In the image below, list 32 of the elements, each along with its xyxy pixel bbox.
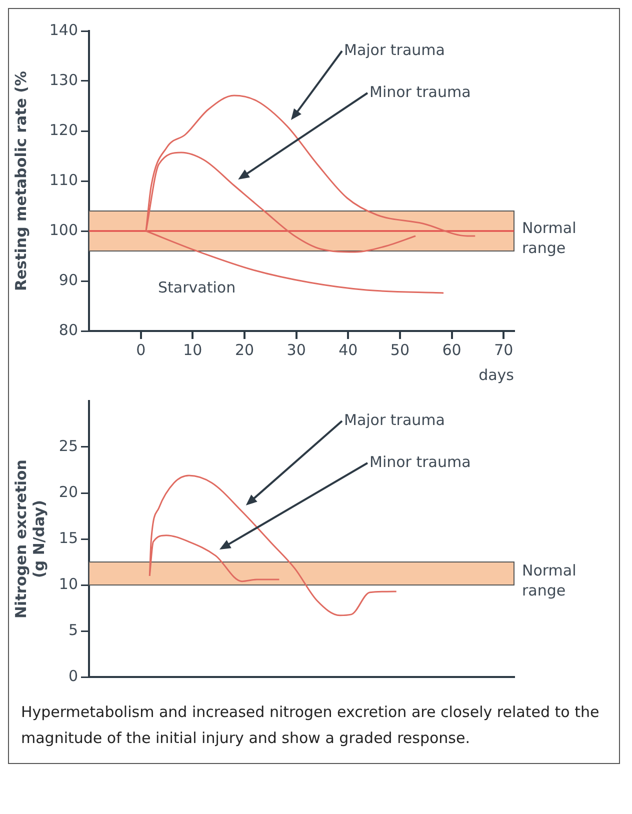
y-tick-label: 80	[58, 320, 78, 339]
x-tick-label: 0	[136, 340, 146, 359]
x-tick-label: 50	[390, 340, 410, 359]
text: Major trauma	[344, 410, 445, 429]
y-tick-label: 15	[58, 528, 78, 547]
y-tick-label: 110	[49, 170, 78, 189]
y-tick-label: 10	[58, 574, 78, 593]
x-tick-label: 70	[494, 340, 514, 359]
x-tick-label: 20	[234, 340, 254, 359]
y-tick-label: 5	[68, 620, 78, 639]
y-tick-label: 90	[58, 270, 78, 289]
text: Major trauma	[344, 40, 445, 59]
y-tick-label: 100	[49, 220, 78, 239]
y-tick-label: 120	[49, 120, 78, 139]
text: Minor trauma	[370, 452, 471, 471]
series-label: Starvation	[158, 278, 236, 296]
y-axis-title: Nitrogen excretion (g N/day)	[12, 460, 48, 618]
y-axis-title: Resting metabolic rate (%	[12, 70, 30, 292]
band-label: Normal range	[522, 218, 576, 257]
x-tick-label: 30	[286, 340, 306, 359]
x-axis-title: days	[478, 366, 514, 384]
y-tick-label: 140	[49, 20, 78, 39]
y-tick-label: 25	[58, 436, 78, 455]
text: Minor trauma	[370, 82, 471, 101]
x-tick-label: 10	[183, 340, 202, 359]
x-tick-label: 40	[338, 340, 358, 359]
y-tick-label: 20	[58, 482, 78, 501]
x-tick-label: 60	[442, 340, 462, 359]
y-tick-label: 130	[49, 70, 78, 89]
text: Hypermetabolism and increased nitrogen excretion are closely related to the magnitude of the initial injury and show a graded response.	[20, 702, 600, 749]
band-label: Normal range	[522, 561, 576, 600]
y-tick-label: 0	[68, 666, 78, 685]
